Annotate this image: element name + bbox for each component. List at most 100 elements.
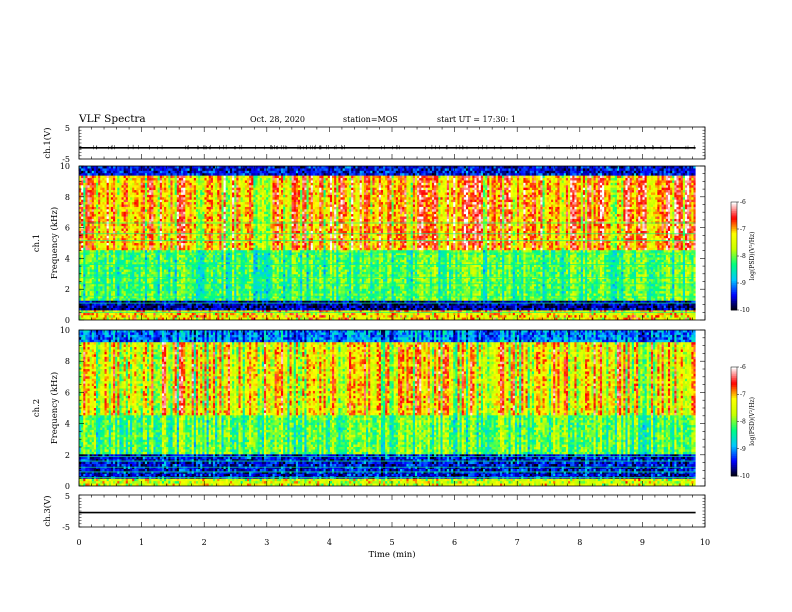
spectrogram-cell bbox=[202, 255, 205, 258]
spectrogram-cell bbox=[212, 259, 216, 263]
spectrogram-cell bbox=[166, 257, 169, 261]
spectrogram-cell bbox=[166, 293, 169, 297]
spectrogram-cell bbox=[140, 300, 144, 304]
spectrogram-cell bbox=[159, 281, 163, 285]
spectrogram-cell bbox=[110, 185, 114, 189]
spectrogram-cell bbox=[132, 199, 135, 203]
spectrogram-cell bbox=[140, 238, 144, 241]
spectrogram-cell bbox=[102, 281, 105, 285]
spectrogram-cell bbox=[223, 286, 227, 290]
spectrogram-cell bbox=[204, 283, 207, 287]
spectrogram-cell bbox=[98, 293, 101, 297]
spectrogram-cell bbox=[106, 202, 110, 205]
spectrogram-cell bbox=[83, 295, 86, 299]
spectrogram-cell bbox=[104, 274, 107, 278]
spectrogram-cell bbox=[115, 279, 118, 282]
spectrogram-cell bbox=[221, 233, 224, 237]
spectrogram-cell bbox=[176, 269, 180, 273]
spectrogram-cell bbox=[168, 247, 171, 251]
spectrogram-cell bbox=[127, 257, 131, 261]
spectrogram-cell bbox=[110, 214, 114, 217]
spectrogram-cell bbox=[79, 182, 82, 186]
spectrogram-cell bbox=[144, 317, 148, 320]
spectrogram-cell bbox=[83, 269, 86, 273]
spectrogram-cell bbox=[181, 178, 184, 181]
spectrogram-cell bbox=[221, 245, 224, 249]
spectrogram-cell bbox=[204, 286, 207, 290]
spectrogram-cell bbox=[217, 279, 220, 282]
spectrogram-cell bbox=[138, 274, 142, 278]
spectrogram-cell bbox=[138, 283, 142, 287]
spectrogram-cell bbox=[81, 192, 84, 196]
spectrogram-cell bbox=[147, 243, 150, 246]
spectrogram-cell bbox=[181, 218, 184, 222]
spectrogram-cell bbox=[174, 240, 178, 244]
spectrogram-cell bbox=[85, 175, 88, 179]
spectrogram-cell bbox=[238, 180, 241, 184]
spectrogram-cell bbox=[217, 312, 220, 316]
spectrogram-cell bbox=[108, 178, 112, 181]
spectrogram-cell bbox=[164, 223, 167, 227]
spectrogram-cell bbox=[183, 305, 186, 309]
spectrogram-cell bbox=[159, 303, 163, 306]
spectrogram-cell bbox=[104, 247, 107, 251]
spectrogram-cell bbox=[212, 262, 216, 266]
spectrogram-cell bbox=[108, 168, 112, 172]
spectrogram-cell bbox=[159, 307, 163, 311]
spectrogram-cell bbox=[176, 281, 180, 285]
spectrogram-cell bbox=[79, 168, 82, 172]
spectrogram-cell bbox=[195, 192, 199, 196]
spectrogram-cell bbox=[83, 271, 86, 275]
spectrogram-cell bbox=[172, 305, 176, 309]
spectrogram-cell bbox=[168, 255, 171, 258]
spectrogram-cell bbox=[87, 291, 90, 294]
spectrogram-cell bbox=[87, 283, 90, 287]
spectrogram-cell bbox=[225, 204, 229, 208]
spectrogram-cell bbox=[191, 178, 195, 181]
spectrogram-cell bbox=[170, 291, 173, 294]
spectrogram-cell bbox=[200, 185, 203, 189]
spectrogram-cell bbox=[181, 291, 184, 294]
spectrogram-cell bbox=[157, 190, 161, 193]
spectrogram-cell bbox=[87, 223, 90, 227]
spectrogram-cell bbox=[181, 204, 184, 208]
spectrogram-cell bbox=[132, 269, 135, 273]
spectrogram-cell bbox=[217, 211, 220, 215]
spectrogram-cell bbox=[168, 238, 171, 241]
spectrogram-cell bbox=[127, 300, 131, 304]
spectrogram-cell bbox=[127, 182, 131, 186]
spectrogram-cell bbox=[89, 303, 93, 306]
spectrogram-cell bbox=[138, 185, 142, 189]
spectrogram-cell bbox=[238, 178, 241, 181]
spectrogram-cell bbox=[174, 262, 178, 266]
spectrogram-cell bbox=[100, 295, 103, 299]
spectrogram-cell bbox=[79, 218, 82, 222]
spectrogram-cell bbox=[210, 300, 214, 304]
spectrogram-cell bbox=[127, 185, 131, 189]
spectrogram-cell bbox=[98, 286, 101, 290]
spectrogram-cell bbox=[191, 293, 195, 297]
spectrogram-cell bbox=[134, 238, 137, 241]
spectrogram-cell bbox=[157, 202, 161, 205]
spectrogram-cell bbox=[157, 252, 161, 256]
spectrogram-cell bbox=[183, 204, 186, 208]
spectrogram-cell bbox=[204, 255, 207, 258]
spectrogram-cell bbox=[236, 185, 239, 189]
spectrogram-cell bbox=[195, 259, 199, 263]
spectrogram-cell bbox=[113, 175, 116, 179]
spectrogram-cell bbox=[89, 199, 93, 203]
spectrogram-cell bbox=[134, 267, 137, 270]
spectrogram-cell bbox=[176, 286, 180, 290]
spectrogram-cell bbox=[217, 315, 220, 318]
spectrogram-cell bbox=[100, 235, 103, 239]
spectrogram-cell bbox=[172, 303, 176, 306]
spectrogram-cell bbox=[102, 298, 105, 302]
spectrogram-cell bbox=[98, 307, 101, 311]
spectrogram-cell bbox=[174, 259, 178, 263]
spectrogram-cell bbox=[125, 240, 129, 244]
spectrogram-cell bbox=[130, 307, 133, 311]
spectrogram-cell bbox=[172, 228, 176, 232]
spectrogram-cell bbox=[217, 271, 220, 275]
spectrogram-cell bbox=[238, 175, 241, 179]
spectrogram-cell bbox=[202, 267, 205, 270]
